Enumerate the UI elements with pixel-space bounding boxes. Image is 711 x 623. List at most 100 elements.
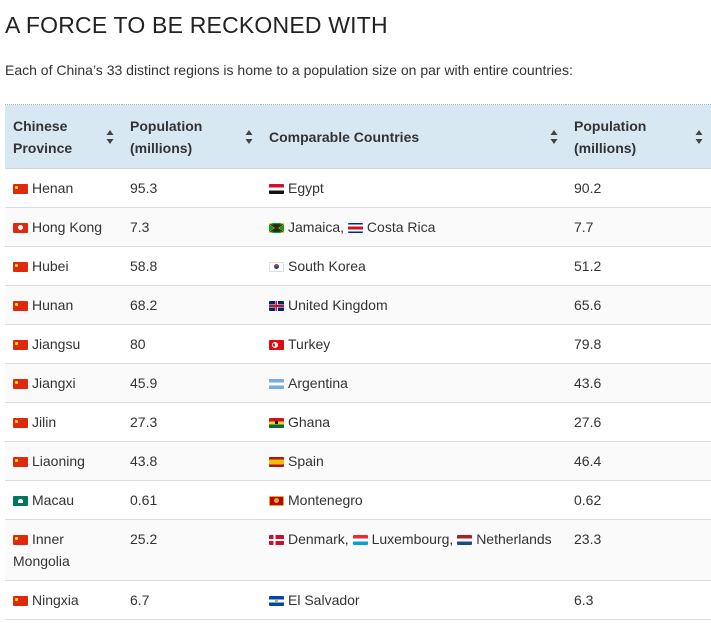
country-population-cell: 51.2 bbox=[566, 246, 711, 286]
province-population: 80 bbox=[130, 336, 146, 352]
flag-luxembourg-icon bbox=[352, 535, 368, 545]
province-population: 6.7 bbox=[130, 592, 150, 608]
province-name: Hubei bbox=[32, 258, 69, 274]
province-population-cell: 68.2 bbox=[122, 285, 261, 325]
province-population: 45.9 bbox=[130, 375, 158, 391]
province-cell: Hubei bbox=[5, 246, 122, 286]
country-population: 27.6 bbox=[574, 414, 602, 430]
province-name: Macau bbox=[32, 492, 75, 508]
country-population: 46.4 bbox=[574, 453, 602, 469]
column-header-label: Comparable Countries bbox=[269, 128, 420, 145]
table-body: Henan 95.3 Egypt 90.2 Hong Kong 7.3 Jamaica, C… bbox=[5, 168, 711, 620]
table-row: Inner Mongolia 25.2 Denmark, Luxembourg, N… bbox=[5, 519, 711, 581]
countries-cell: Ghana bbox=[261, 402, 566, 442]
country-population-cell: 43.6 bbox=[566, 363, 711, 403]
page-subtitle: Each of China’s 33 distinct regions is h… bbox=[5, 62, 573, 78]
province-cell: Henan bbox=[5, 168, 122, 208]
countries-cell: Argentina bbox=[261, 363, 566, 403]
flag-china-icon bbox=[13, 262, 28, 272]
country-population: 7.7 bbox=[574, 219, 594, 235]
sort-icon[interactable] bbox=[695, 129, 703, 145]
country-name: Turkey bbox=[288, 336, 331, 352]
province-cell: Jilin bbox=[5, 402, 122, 442]
province-population-cell: 25.2 bbox=[122, 519, 261, 581]
flag-elsalvador-icon bbox=[269, 596, 284, 606]
flag-spain-icon bbox=[269, 457, 284, 467]
country-population: 90.2 bbox=[574, 180, 602, 196]
page-title: A FORCE TO BE RECKONED WITH bbox=[5, 12, 388, 38]
table-row: Macau 0.61 Montenegro 0.62 bbox=[5, 480, 711, 520]
countries-cell: South Korea bbox=[261, 246, 566, 286]
country-population-cell: 23.3 bbox=[566, 519, 711, 581]
table-header-row: Chinese Province Population (millions) C… bbox=[5, 104, 711, 169]
flag-ghana-icon bbox=[269, 418, 284, 428]
flag-montenegro-icon bbox=[269, 496, 284, 506]
province-cell: Jiangsu bbox=[5, 324, 122, 364]
province-name: Inner Mongolia bbox=[13, 531, 70, 569]
country-population-cell: 65.6 bbox=[566, 285, 711, 325]
table-row: Jilin 27.3 Ghana 27.6 bbox=[5, 402, 711, 442]
province-name: Hunan bbox=[32, 297, 74, 313]
country-name: United Kingdom bbox=[288, 297, 388, 313]
province-population-cell: 7.3 bbox=[122, 207, 261, 247]
column-header-country-population[interactable]: Population (millions) bbox=[566, 104, 711, 169]
country-name: El Salvador bbox=[288, 592, 360, 608]
province-population: 95.3 bbox=[130, 180, 158, 196]
province-cell: Hong Kong bbox=[5, 207, 122, 247]
column-header-label: Population (millions) bbox=[574, 117, 647, 156]
country-name: Denmark bbox=[288, 531, 345, 547]
column-header-label: Chinese Province bbox=[13, 117, 73, 156]
country-name: Luxembourg bbox=[371, 531, 450, 547]
flag-china-icon bbox=[13, 418, 28, 428]
province-population-cell: 6.7 bbox=[122, 580, 261, 620]
sort-icon[interactable] bbox=[106, 129, 114, 145]
column-header-province[interactable]: Chinese Province bbox=[5, 104, 122, 169]
flag-hongkong-icon bbox=[13, 223, 28, 233]
country-population: 0.62 bbox=[574, 492, 602, 508]
country-population: 6.3 bbox=[574, 592, 594, 608]
flag-uk-icon bbox=[269, 301, 284, 311]
table-row: Hong Kong 7.3 Jamaica, Costa Rica 7.7 bbox=[5, 207, 711, 247]
flag-denmark-icon bbox=[269, 535, 284, 545]
country-name: Montenegro bbox=[288, 492, 363, 508]
province-population-cell: 45.9 bbox=[122, 363, 261, 403]
province-cell: Macau bbox=[5, 480, 122, 520]
country-population-cell: 7.7 bbox=[566, 207, 711, 247]
province-name: Ningxia bbox=[32, 592, 79, 608]
column-header-countries[interactable]: Comparable Countries bbox=[261, 104, 566, 169]
sort-icon[interactable] bbox=[245, 129, 253, 145]
province-population-cell: 95.3 bbox=[122, 168, 261, 208]
province-cell: Jiangxi bbox=[5, 363, 122, 403]
country-population: 65.6 bbox=[574, 297, 602, 313]
province-cell: Hunan bbox=[5, 285, 122, 325]
province-name: Jiangsu bbox=[32, 336, 81, 352]
column-header-population[interactable]: Population (millions) bbox=[122, 104, 261, 169]
flag-macau-icon bbox=[13, 496, 28, 506]
province-name: Liaoning bbox=[32, 453, 85, 469]
province-population: 58.8 bbox=[130, 258, 158, 274]
countries-cell: El Salvador bbox=[261, 580, 566, 620]
province-name: Hong Kong bbox=[32, 219, 103, 235]
province-population: 68.2 bbox=[130, 297, 158, 313]
country-population: 79.8 bbox=[574, 336, 602, 352]
province-name: Jiangxi bbox=[32, 375, 76, 391]
flag-jamaica-icon bbox=[269, 223, 284, 233]
province-population-cell: 80 bbox=[122, 324, 261, 364]
country-population-cell: 6.3 bbox=[566, 580, 711, 620]
sort-icon[interactable] bbox=[550, 129, 558, 145]
table-row: Jiangsu 80 Turkey 79.8 bbox=[5, 324, 711, 364]
flag-china-icon bbox=[13, 596, 28, 606]
country-name: Costa Rica bbox=[366, 219, 436, 235]
province-population: 25.2 bbox=[130, 531, 158, 547]
flag-netherlands-icon bbox=[457, 535, 473, 545]
province-name: Henan bbox=[32, 180, 74, 196]
country-population-cell: 46.4 bbox=[566, 441, 711, 481]
province-name: Jilin bbox=[32, 414, 57, 430]
country-name: Netherlands bbox=[476, 531, 552, 547]
country-population-cell: 27.6 bbox=[566, 402, 711, 442]
province-population: 27.3 bbox=[130, 414, 158, 430]
table-row: Liaoning 43.8 Spain 46.4 bbox=[5, 441, 711, 481]
countries-cell: Turkey bbox=[261, 324, 566, 364]
countries-cell: Jamaica, Costa Rica bbox=[261, 207, 566, 247]
